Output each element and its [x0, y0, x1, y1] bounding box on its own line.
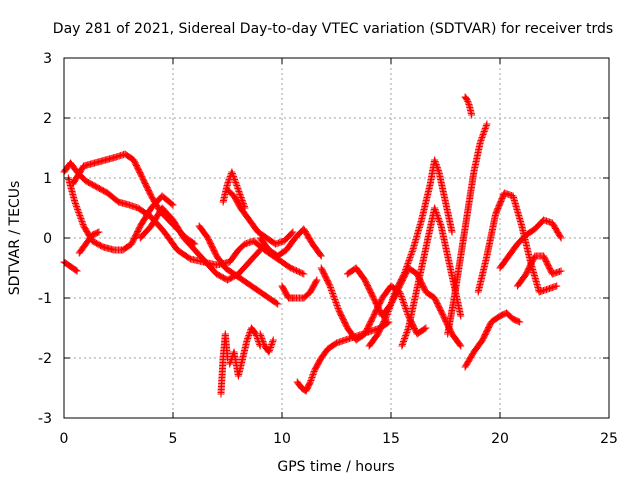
y-tick-label: 2 [43, 111, 52, 127]
x-tick-label: 10 [273, 431, 291, 447]
series-track-6 [136, 204, 264, 284]
series-track-22 [461, 309, 524, 371]
data-point [557, 267, 565, 275]
series-track-14 [278, 276, 321, 302]
data-point [169, 201, 177, 209]
data-point [456, 341, 464, 349]
data-point [272, 299, 280, 307]
series-track-23 [474, 189, 561, 296]
data-point [72, 266, 80, 274]
chart-title: Day 281 of 2021, Sidereal Day-to-day VTE… [53, 21, 613, 37]
data-point [297, 269, 305, 277]
series-track-12 [226, 324, 264, 380]
data-point [295, 268, 303, 276]
data-point [290, 265, 298, 273]
series-track-5 [75, 228, 103, 257]
series-track-13 [256, 330, 277, 356]
x-axis-label: GPS time / hours [277, 459, 394, 475]
data-point [457, 312, 465, 320]
y-tick-label: -2 [38, 351, 52, 367]
y-tick-label: -3 [38, 411, 52, 427]
grid [64, 58, 609, 418]
data-point [274, 300, 282, 308]
series-layer [60, 93, 565, 398]
data-point [73, 267, 81, 275]
series-track-19 [398, 204, 465, 350]
data-point [514, 317, 522, 325]
data-point [95, 228, 103, 236]
data-point [168, 200, 176, 208]
data-point [516, 318, 524, 326]
series-track-7 [195, 222, 282, 308]
data-point [468, 111, 476, 119]
series-track-9 [224, 186, 297, 248]
series-track-20 [444, 120, 491, 338]
data-point [94, 229, 102, 237]
series-track-21 [461, 93, 476, 119]
data-point [421, 325, 429, 333]
data-point [294, 267, 302, 275]
data-point [448, 228, 456, 236]
data-point [293, 267, 301, 275]
x-tick-label: 25 [600, 431, 618, 447]
x-tick-label: 5 [169, 431, 178, 447]
data-point [382, 313, 390, 321]
data-point [289, 228, 297, 236]
data-point [317, 252, 325, 260]
series-track-3 [69, 150, 199, 248]
data-point [255, 247, 263, 255]
data-point [399, 271, 407, 279]
data-point [300, 270, 308, 278]
series-track-1 [60, 159, 308, 278]
data-point [291, 266, 299, 274]
series-track-24 [496, 216, 565, 272]
data-point [422, 324, 430, 332]
data-point [287, 264, 295, 272]
x-tick-label: 0 [60, 431, 69, 447]
data-point [312, 277, 320, 285]
series-track-18 [365, 156, 456, 350]
data-point [313, 276, 321, 284]
series-track-10 [256, 225, 325, 260]
axis-ticks: 0 5 10 15 20 25 -3 -2 -1 0 1 2 3 [38, 51, 618, 447]
series-track-8 [219, 168, 249, 212]
series-track-16 [317, 264, 430, 344]
x-tick-label: 15 [382, 431, 400, 447]
data-point [288, 229, 296, 237]
data-point [256, 246, 264, 254]
x-tick-label: 20 [491, 431, 509, 447]
data-point [325, 281, 333, 289]
y-tick-label: 0 [43, 231, 52, 247]
y-axis-label: SDTVAR / TECUs [7, 181, 23, 296]
data-point [269, 336, 277, 344]
y-tick-label: 3 [43, 51, 52, 67]
data-point [316, 251, 324, 259]
data-point [288, 265, 296, 273]
series-track-11 [217, 330, 231, 398]
y-tick-label: -1 [38, 291, 52, 307]
y-tick-label: 1 [43, 171, 52, 187]
data-point [553, 282, 561, 290]
series-track-25 [513, 252, 565, 290]
data-point [556, 233, 564, 241]
data-point [557, 234, 565, 242]
data-point [457, 342, 465, 350]
data-point [298, 269, 306, 277]
data-point [483, 120, 491, 128]
